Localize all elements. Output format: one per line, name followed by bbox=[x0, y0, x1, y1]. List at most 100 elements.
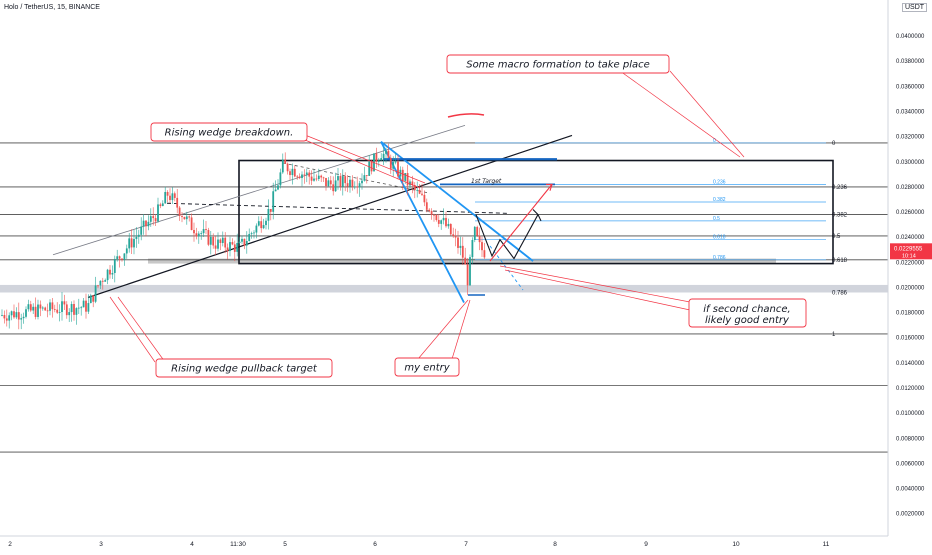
y-tick-label: 0.0240000 bbox=[896, 235, 925, 241]
candle-body bbox=[469, 257, 471, 286]
candle-body bbox=[363, 175, 366, 181]
y-tick-label: 0.0060000 bbox=[896, 461, 925, 467]
candle-body bbox=[68, 312, 71, 316]
candle-body bbox=[397, 161, 399, 177]
pullback-pointer bbox=[109, 296, 156, 363]
candle-body bbox=[10, 311, 13, 316]
candle-body bbox=[344, 176, 347, 184]
y-tick-label: 0.0140000 bbox=[896, 361, 925, 367]
candle-body bbox=[209, 236, 212, 245]
candle-body bbox=[461, 245, 464, 258]
candle-body bbox=[238, 241, 241, 243]
candle-body bbox=[214, 245, 217, 249]
candle-body bbox=[267, 208, 270, 221]
candle-body bbox=[389, 157, 392, 169]
entry-label-text: my entry bbox=[404, 363, 450, 374]
y-tick-label: 0.0380000 bbox=[896, 59, 925, 65]
wedge-upper bbox=[52, 124, 466, 256]
candle-body bbox=[291, 168, 294, 176]
candle-body bbox=[190, 217, 193, 230]
countdown-label: 10:14 bbox=[902, 253, 916, 259]
candle-body bbox=[301, 174, 303, 179]
y-tick-label: 0.0160000 bbox=[896, 336, 925, 342]
y-tick-label: 0.0300000 bbox=[896, 160, 925, 166]
blue-line bbox=[380, 141, 465, 303]
candle-body bbox=[128, 238, 131, 249]
candle-body bbox=[173, 193, 176, 198]
candle-body bbox=[413, 185, 416, 191]
candle-body bbox=[416, 189, 419, 191]
candle-body bbox=[1, 314, 3, 316]
last-price-tag bbox=[890, 243, 932, 260]
candle-body bbox=[49, 302, 51, 311]
candle-body bbox=[346, 183, 349, 187]
y-tick-label: 0.0020000 bbox=[896, 512, 925, 518]
candle-body bbox=[77, 307, 80, 309]
candle-body bbox=[65, 304, 68, 316]
candle-body bbox=[140, 226, 143, 235]
candle-body bbox=[286, 163, 289, 172]
candle-body bbox=[212, 236, 215, 246]
candle-body bbox=[152, 216, 155, 219]
candle-body bbox=[382, 153, 385, 159]
candle-body bbox=[75, 308, 78, 315]
candle-body bbox=[262, 225, 265, 229]
candle-body bbox=[315, 178, 318, 180]
candle-body bbox=[387, 150, 390, 158]
fib-left-label: 0.382 bbox=[832, 213, 848, 219]
candle-body bbox=[322, 177, 325, 179]
candle-body bbox=[15, 312, 18, 318]
candle-body bbox=[29, 304, 32, 311]
candle-body bbox=[185, 216, 188, 220]
candle-body bbox=[20, 318, 23, 320]
fib-levels: 0 0.236 0.382 0.5 0.618 0.786 1 0 0.236 0.382 0.5 0… bbox=[475, 138, 848, 338]
candle-body bbox=[133, 238, 135, 248]
wedge-lower bbox=[87, 134, 573, 299]
candle-body bbox=[231, 242, 234, 245]
y-tick-label: 0.0400000 bbox=[896, 34, 925, 40]
candle-body bbox=[341, 176, 344, 187]
blue-line bbox=[473, 213, 534, 262]
candle-body bbox=[104, 280, 107, 282]
candle-body bbox=[279, 172, 282, 186]
second-label-box bbox=[688, 298, 807, 328]
candle-body bbox=[255, 225, 258, 233]
candles bbox=[1, 143, 486, 330]
candle-body bbox=[473, 226, 476, 240]
candle-body bbox=[406, 173, 409, 186]
candle-body bbox=[171, 193, 174, 201]
x-tick-label: 4 bbox=[190, 541, 194, 548]
fib-left-label: 0.236 bbox=[832, 185, 848, 191]
candle-body bbox=[437, 219, 440, 224]
candle-body bbox=[303, 174, 306, 176]
currency-button[interactable]: USDT bbox=[902, 3, 928, 12]
candle-body bbox=[32, 306, 35, 311]
second-label-line2: likely good entry bbox=[705, 315, 790, 326]
candle-body bbox=[147, 221, 150, 227]
candle-body bbox=[13, 311, 15, 318]
candle-body bbox=[51, 302, 54, 310]
candle-body bbox=[164, 191, 167, 204]
candle-body bbox=[166, 191, 169, 196]
candle-body bbox=[116, 256, 119, 259]
candle-body bbox=[37, 304, 39, 317]
candle-body bbox=[361, 180, 363, 184]
macro-box bbox=[238, 159, 834, 265]
candle-body bbox=[226, 247, 229, 252]
candle-body bbox=[351, 179, 354, 187]
candle-body bbox=[101, 280, 104, 282]
candle-body bbox=[89, 295, 92, 304]
candle-body bbox=[99, 280, 102, 286]
candle-body bbox=[82, 300, 85, 308]
candle-body bbox=[73, 304, 75, 315]
y-tick-label: 0.0120000 bbox=[896, 386, 925, 392]
candle-body bbox=[440, 220, 443, 224]
x-tick-label: 9 bbox=[644, 541, 648, 548]
candle-body bbox=[169, 195, 171, 201]
candle-body bbox=[281, 159, 284, 173]
candle-body bbox=[425, 202, 428, 210]
candle-body bbox=[483, 250, 486, 258]
candle-body bbox=[253, 232, 255, 234]
